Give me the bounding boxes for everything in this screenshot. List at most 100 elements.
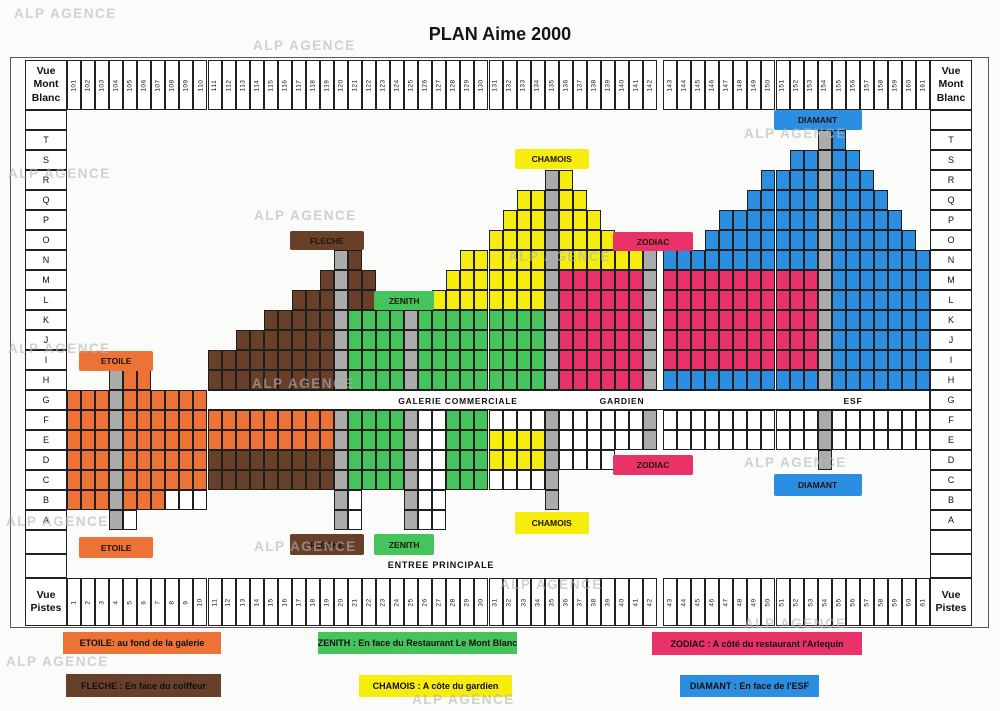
column-header-top: 108 (165, 60, 180, 110)
column-number: 45 (694, 597, 702, 607)
apartment-cell (123, 430, 138, 450)
apartment-cell (305, 330, 320, 350)
elevator-shaft-cell (817, 270, 832, 290)
apartment-cell (502, 370, 517, 390)
apartment-cell (95, 390, 110, 410)
column-header-bottom: 14 (249, 578, 264, 626)
apartment-cell (418, 330, 433, 350)
apartment-cell (614, 270, 629, 290)
apartment-cell (586, 370, 601, 390)
apartment-cell (873, 190, 888, 210)
apartment-cell (887, 210, 902, 230)
apartment-cell (803, 150, 818, 170)
column-number: 133 (520, 78, 528, 92)
column-number: 9 (182, 599, 190, 605)
elevator-shaft-cell (643, 290, 658, 310)
apartment-cell (488, 350, 503, 370)
elevator-shaft-cell (643, 310, 658, 330)
section-label-zenith-upper: ZENITH (374, 291, 435, 310)
apartment-cell (775, 330, 790, 350)
column-number: 44 (680, 597, 688, 607)
apartment-cell (747, 210, 762, 230)
apartment-cell (376, 430, 391, 450)
apartment-cell (733, 250, 748, 270)
apartment-cell (719, 350, 734, 370)
apartment-cell (586, 270, 601, 290)
column-number: 124 (393, 78, 401, 92)
apartment-cell (873, 250, 888, 270)
apartment-cell (761, 250, 776, 270)
column-number: 20 (337, 597, 345, 607)
apartment-cell (629, 270, 644, 290)
legend-zodiac: ZODIAC : A côté du restaurant l'Arlequin (652, 632, 862, 655)
apartment-cell (305, 290, 320, 310)
apartment-cell (677, 430, 692, 450)
apartment-cell (488, 310, 503, 330)
legend-chamois: CHAMOIS : A côte du gardien (359, 675, 512, 697)
column-number: 146 (708, 78, 716, 92)
apartment-cell (291, 310, 306, 330)
apartment-cell (887, 310, 902, 330)
column-number: 142 (646, 78, 654, 92)
apartment-cell (831, 270, 846, 290)
elevator-shaft-cell (817, 210, 832, 230)
column-number: 21 (351, 597, 359, 607)
column-number: 3 (98, 599, 106, 605)
apartment-cell (558, 410, 573, 430)
apartment-cell (775, 290, 790, 310)
apartment-cell (446, 290, 461, 310)
column-number: 122 (365, 78, 373, 92)
row-label-blank (25, 554, 67, 578)
apartment-cell (629, 330, 644, 350)
apartment-cell (572, 350, 587, 370)
apartment-cell (277, 310, 292, 330)
column-header-top: 147 (719, 60, 734, 110)
apartment-cell (586, 250, 601, 270)
apartment-cell (916, 370, 931, 390)
apartment-cell (460, 450, 475, 470)
column-number: 11 (211, 598, 219, 606)
elevator-shaft-cell (109, 490, 124, 510)
apartment-cell (558, 430, 573, 450)
column-number: 143 (666, 78, 674, 92)
apartment-cell (586, 410, 601, 430)
column-header-bottom: 54 (817, 578, 832, 626)
apartment-cell (558, 170, 573, 190)
column-number: 13 (239, 597, 247, 607)
apartment-cell (901, 310, 916, 330)
apartment-cell (348, 450, 363, 470)
apartment-cell (747, 410, 762, 430)
apartment-cell (502, 210, 517, 230)
apartment-cell (390, 310, 405, 330)
apartment-cell (319, 370, 334, 390)
column-header-bottom: 15 (263, 578, 278, 626)
column-number: 108 (168, 78, 176, 92)
column-header-top: 153 (803, 60, 818, 110)
apartment-cell (901, 270, 916, 290)
apartment-cell (859, 170, 874, 190)
column-header-bottom: 7 (151, 578, 166, 626)
apartment-cell (614, 410, 629, 430)
column-header-top: 151 (775, 60, 790, 110)
apartment-cell (873, 370, 888, 390)
apartment-cell (705, 270, 720, 290)
apartment-cell (460, 290, 475, 310)
gallery-label-esf: ESF (843, 396, 863, 406)
apartment-cell (235, 330, 250, 350)
apartment-cell (319, 290, 334, 310)
apartment-cell (305, 470, 320, 490)
column-number: 136 (562, 78, 570, 92)
apartment-cell (516, 190, 531, 210)
apartment-cell (691, 290, 706, 310)
apartment-cell (362, 270, 377, 290)
column-number: 15 (267, 597, 275, 607)
elevator-shaft-cell (817, 350, 832, 370)
apartment-cell (901, 330, 916, 350)
apartment-cell (775, 210, 790, 230)
apartment-cell (516, 330, 531, 350)
apartment-cell (775, 310, 790, 330)
apartment-cell (235, 470, 250, 490)
column-header-bottom: 16 (277, 578, 292, 626)
apartment-cell (747, 310, 762, 330)
apartment-cell (432, 450, 447, 470)
